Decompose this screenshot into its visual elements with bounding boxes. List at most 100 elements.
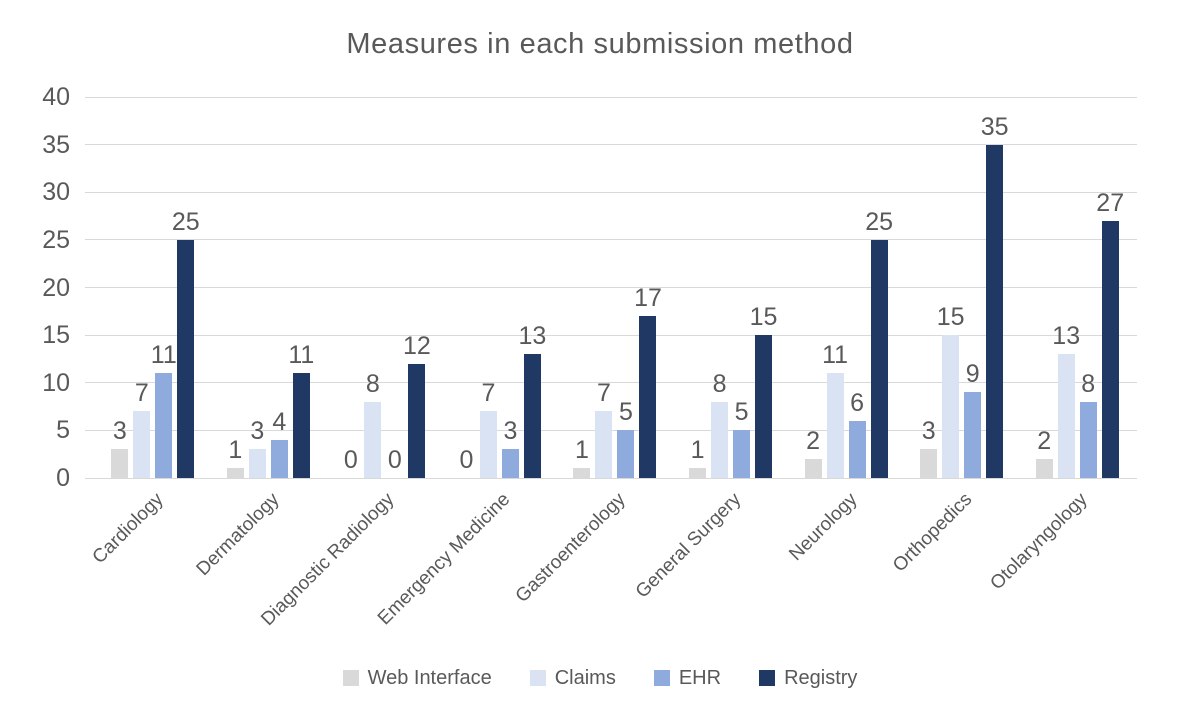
bar-claims: 13 <box>1052 322 1080 478</box>
gridline <box>85 191 1137 193</box>
bar-group: 2 13 8 27 <box>1019 189 1135 478</box>
gridline <box>85 96 1137 98</box>
bar-group: 3 15 9 35 <box>904 113 1020 478</box>
legend-label: Claims <box>554 666 616 689</box>
bar-ehr: 5 <box>617 398 635 478</box>
bar-group: 1 3 4 11 <box>211 341 327 478</box>
bar-value-label: 8 <box>365 369 380 398</box>
y-axis-tick-label: 15 <box>42 321 70 350</box>
bar-value-label: 17 <box>634 284 662 313</box>
bar-group: 0 8 0 12 <box>326 332 442 478</box>
legend-label: Web Interface <box>367 666 492 689</box>
y-axis-tick-label: 35 <box>42 130 70 159</box>
bar-claims: 3 <box>248 417 266 478</box>
bar-registry: 25 <box>172 208 200 478</box>
y-axis: 0 5 10 15 20 25 30 35 40 <box>0 83 70 492</box>
legend-swatch-icon <box>342 670 359 686</box>
plot-area: 3 7 11 25 1 3 4 11 0 8 0 12 0 7 3 13 1 7 5 17 1 8 5 15 2 11 6 25 3 15… <box>85 96 1137 479</box>
category-label: Orthopedics <box>889 489 977 577</box>
bar-registry: 11 <box>288 341 314 478</box>
gridline <box>85 287 1137 288</box>
legend-swatch-icon <box>529 670 546 686</box>
legend-swatch-icon <box>759 670 776 686</box>
y-axis-tick-label: 10 <box>42 368 70 397</box>
category-label: General Surgery <box>631 489 746 603</box>
bar-value-label: 5 <box>734 398 749 427</box>
bar-registry: 15 <box>750 303 777 478</box>
chart-title: Measures in each submission method <box>346 28 854 60</box>
bar-ehr: 3 <box>501 417 519 478</box>
bar-claims: 7 <box>595 379 613 478</box>
bar-claims: 11 <box>822 341 848 478</box>
bar-value-label: 0 <box>459 446 474 474</box>
bar-value-label: 8 <box>1081 369 1096 398</box>
gridline <box>85 144 1137 146</box>
bar-value-label: 3 <box>921 417 936 446</box>
bar-value-label: 9 <box>965 360 980 389</box>
bar-group: 3 7 11 25 <box>95 208 211 478</box>
bar-value-label: 0 <box>343 446 358 474</box>
bar-value-label: 5 <box>619 398 633 427</box>
bar-ehr: 5 <box>733 398 751 478</box>
bar-claims: 8 <box>711 370 729 478</box>
y-axis-tick-label: 30 <box>42 178 70 207</box>
bar-group: 1 7 5 17 <box>557 284 673 478</box>
bar-value-label: 7 <box>597 379 611 408</box>
bar-value-label: 15 <box>936 303 965 332</box>
category-label: Dermatology <box>192 489 284 581</box>
bar-claims: 7 <box>479 379 497 478</box>
legend-swatch-icon <box>653 670 670 686</box>
bar-value-label: 12 <box>402 331 431 360</box>
y-axis-tick-label: 25 <box>42 225 70 254</box>
bar-value-label: 15 <box>749 303 778 332</box>
y-axis-tick-label: 40 <box>42 83 70 111</box>
bar-web-interface: 2 <box>1035 427 1053 478</box>
legend-item-registry: Registry <box>759 667 857 690</box>
bar-value-label: 11 <box>288 341 315 370</box>
bar-ehr: 8 <box>1079 370 1097 478</box>
bar-value-label: 25 <box>865 207 893 236</box>
bar-value-label: 35 <box>980 112 1009 141</box>
bar-value-label: 4 <box>272 407 287 436</box>
bar-value-label: 1 <box>690 436 705 465</box>
bar-registry: 25 <box>865 208 893 478</box>
y-axis-tick-label: 5 <box>56 416 70 445</box>
y-axis-tick-label: 20 <box>42 273 70 302</box>
legend-label: Registry <box>784 666 858 689</box>
bar-web-interface: 2 <box>804 427 822 478</box>
bar-registry: 17 <box>634 284 662 478</box>
bar-value-label: 3 <box>250 417 265 446</box>
bar-web-interface: 1 <box>226 436 244 478</box>
legend-label: EHR <box>678 666 722 689</box>
bar-value-label: 2 <box>1037 426 1052 455</box>
y-axis-tick-label: 0 <box>56 464 70 492</box>
bar-value-label: 1 <box>228 436 243 465</box>
bar-web-interface: 3 <box>111 417 129 478</box>
bar-registry: 13 <box>519 322 546 478</box>
legend-item-web-interface: Web Interface <box>342 666 492 690</box>
gridline <box>85 382 1137 384</box>
legend: Web Interface Claims EHR Registry <box>0 662 1200 694</box>
bar-value-label: 11 <box>822 341 849 370</box>
bar-value-label: 0 <box>387 446 402 474</box>
bar-value-label: 6 <box>850 388 865 417</box>
bar-value-label: 8 <box>712 369 727 398</box>
bar-registry: 35 <box>981 113 1009 478</box>
category-label: Gastroenterology <box>511 489 630 607</box>
bar-registry: 27 <box>1096 189 1124 478</box>
bar-web-interface: 1 <box>689 436 707 478</box>
bar-claims: 8 <box>364 370 382 478</box>
gridline <box>85 334 1137 336</box>
bar-value-label: 1 <box>575 436 589 465</box>
legend-item-ehr: EHR <box>653 666 722 690</box>
bar-claims: 7 <box>133 379 151 478</box>
category-label: Cardiology <box>88 489 168 569</box>
gridline <box>85 239 1137 241</box>
category-label: Emergency Medicine <box>373 489 515 630</box>
bar-ehr: 4 <box>270 408 288 478</box>
bar-web-interface: 1 <box>573 436 591 478</box>
bar-value-label: 27 <box>1096 188 1125 217</box>
category-label: Neurology <box>784 489 861 566</box>
bar-group: 1 8 5 15 <box>673 303 789 478</box>
